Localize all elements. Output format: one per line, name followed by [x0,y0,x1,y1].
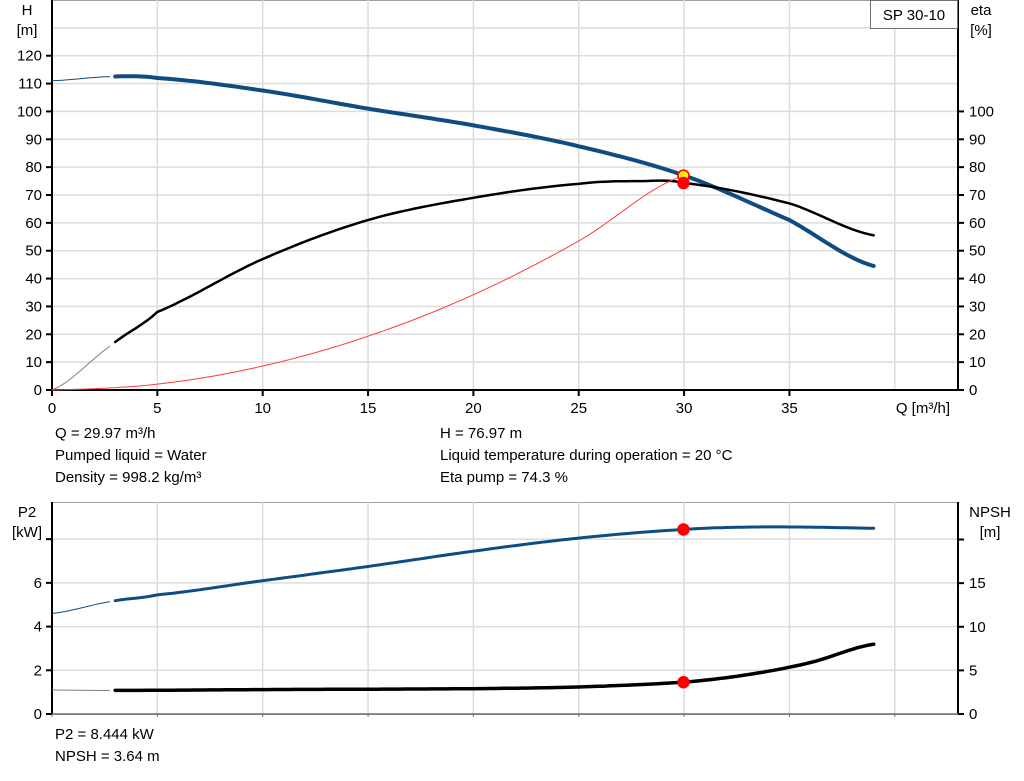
info-npsh: NPSH = 3.64 m [55,748,160,765]
x-tick-label: 10 [254,400,271,417]
y-axis-title-right: [m] [980,524,1001,541]
y-tick-label-right: 50 [969,243,986,260]
y-tick-label-left: 70 [25,187,42,204]
series-line-npsh [113,642,876,693]
x-tick-label: 0 [48,400,56,417]
series-line-p2-extension [51,601,110,614]
x-tick-label: 35 [781,400,798,417]
y-tick-label-right: 0 [969,706,977,723]
y-axis-title-right: eta [971,2,993,19]
y-tick-label-right: 0 [969,382,977,399]
info-flow: Q = 29.97 m³/h [55,425,156,442]
operating-point-npsh [677,675,690,689]
y-tick-label-left: 30 [25,298,42,315]
info-liquid: Pumped liquid = Water [55,447,207,464]
y-axis-title-left: P2 [18,504,36,521]
info-top-right: H = 76.97 m Liquid temperature during op… [440,423,732,489]
series-line-h-extension [51,76,110,82]
y-tick-label-right: 10 [969,619,986,636]
model-label: SP 30-10 [883,7,945,24]
y-tick-label-right: 40 [969,271,986,288]
model-label-box [870,0,958,29]
y-tick-label-right: 20 [969,326,986,343]
y-tick-label-left: 0 [34,706,42,723]
series-line-eta [113,179,875,344]
y-tick-label-left: 6 [34,575,42,592]
y-tick-label-right: 90 [969,131,986,148]
y-tick-label-left: 80 [25,159,42,176]
y-axis-title-left: [kW] [12,524,42,541]
y-tick-label-left: 2 [34,662,42,679]
y-axis-title-right: [%] [970,22,992,39]
series-line-system-curve [51,175,685,391]
y-tick-label-left: 4 [34,619,42,636]
info-eta: Eta pump = 74.3 % [440,469,568,486]
y-tick-label-left: 120 [17,48,42,65]
y-tick-label-right: 15 [969,575,986,592]
x-axis-title: Q [m³/h] [896,400,950,417]
info-bottom: P2 = 8.444 kW NPSH = 3.64 m [55,724,160,768]
x-tick-label: 30 [676,400,693,417]
y-tick-label-right: 10 [969,354,986,371]
info-head: H = 76.97 m [440,425,523,442]
y-tick-label-left: 100 [17,103,42,120]
y-tick-label-right: 60 [969,215,986,232]
y-tick-label-right: 100 [969,103,994,120]
info-density: Density = 998.2 kg/m³ [55,469,202,486]
y-tick-label-left: 110 [18,76,42,93]
y-tick-label-left: 0 [34,382,42,399]
y-tick-label-left: 10 [25,354,42,371]
operating-point-eta [677,176,690,190]
y-tick-label-left: 20 [25,326,42,343]
x-tick-label: 15 [360,400,377,417]
operating-point-p2 [677,523,690,536]
y-tick-label-right: 80 [969,159,986,176]
info-temperature: Liquid temperature during operation = 20… [440,447,733,464]
y-tick-label-left: 40 [25,271,42,288]
series-line-npsh-extension [52,689,110,692]
series-line-h [113,74,876,268]
series-line-p2 [113,525,876,603]
y-tick-label-right: 70 [969,187,986,204]
y-tick-label-left: 60 [25,215,42,232]
y-axis-title-right: NPSH [969,504,1011,521]
y-tick-label-right: 30 [969,298,986,315]
y-axis-title-left: [m] [17,22,38,39]
info-top-left: Q = 29.97 m³/h Pumped liquid = Water Den… [55,423,207,489]
y-tick-label-right: 5 [969,662,977,679]
series-line-eta-extension [51,345,111,391]
y-tick-label-left: 90 [25,131,42,148]
y-tick-label-left: 50 [25,243,42,260]
plot-area-1 [51,502,959,715]
y-axis-title-left: H [22,2,33,19]
info-p2: P2 = 8.444 kW [55,726,154,743]
x-tick-label: 20 [465,400,482,417]
x-tick-label: 5 [153,400,161,417]
x-tick-label: 25 [570,400,587,417]
